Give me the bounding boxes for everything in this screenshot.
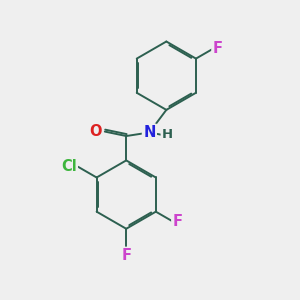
Text: Cl: Cl <box>61 159 76 174</box>
Text: F: F <box>121 248 131 263</box>
Text: O: O <box>89 124 101 139</box>
Text: F: F <box>213 41 223 56</box>
Text: H: H <box>162 128 173 141</box>
Text: F: F <box>172 214 183 229</box>
Text: N: N <box>143 125 156 140</box>
